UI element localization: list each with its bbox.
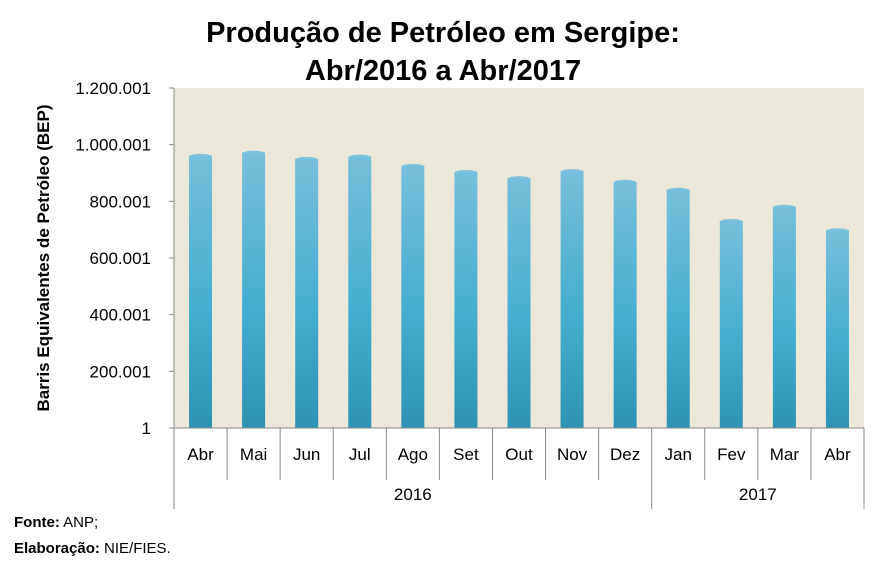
x-tick-label: Abr	[824, 445, 851, 464]
x-tick-label: Dez	[610, 445, 640, 464]
x-tick-label: Mai	[240, 445, 267, 464]
bar	[772, 206, 796, 428]
chart-title: Produção de Petróleo em Sergipe: Abr/201…	[0, 14, 886, 90]
bar	[242, 152, 266, 428]
y-tick-label: 1	[142, 419, 151, 438]
x-tick-label: Jul	[349, 445, 371, 464]
x-tick-label: Nov	[557, 445, 588, 464]
chart-title-line2: Abr/2016 a Abr/2017	[304, 55, 582, 87]
bar	[825, 230, 849, 428]
x-axis: Abr Mai Jun Jul Ago Set Out Nov Dez Jan Fev Mar Abr 2…	[173, 427, 865, 509]
y-axis: 1 200.001 400.001 600.001 800.001 1.000.001 1.…	[75, 79, 175, 438]
x-tick-label: Mar	[770, 445, 800, 464]
source-value: ANP;	[63, 514, 99, 531]
elaboration-label: Elaboração:	[14, 540, 100, 557]
bar	[719, 220, 743, 428]
bar-cap	[295, 156, 319, 163]
bar-cap	[348, 154, 372, 161]
bar-cap	[454, 169, 478, 176]
chart-title-line1: Produção de Petróleo em Sergipe:	[206, 17, 680, 49]
bar-cap	[613, 179, 637, 186]
bar	[401, 165, 425, 429]
bar-cap	[189, 153, 213, 160]
bar-cap	[772, 204, 796, 211]
bar	[560, 171, 584, 428]
bar-cap	[666, 187, 690, 194]
bar-cap	[401, 163, 425, 170]
x-tick-label: Set	[453, 445, 479, 464]
bar	[189, 155, 213, 428]
bar	[348, 156, 372, 428]
bar	[613, 181, 637, 428]
y-tick-label: 400.001	[90, 306, 151, 325]
y-tick-label: 1.200.001	[75, 79, 151, 98]
y-tick-label: 600.001	[90, 249, 151, 268]
bar-cap	[719, 218, 743, 225]
x-group-label: 2017	[739, 485, 777, 504]
x-tick-label: Abr	[187, 445, 214, 464]
x-group-label: 2016	[394, 485, 432, 504]
bar	[454, 171, 478, 428]
bar-cap	[825, 228, 849, 235]
y-tick-label: 1.000.001	[75, 136, 151, 155]
bar	[666, 189, 690, 428]
y-tick-label: 800.001	[90, 192, 151, 211]
bars	[189, 150, 849, 429]
bar-cap	[560, 169, 584, 176]
x-tick-label: Out	[505, 445, 533, 464]
x-tick-label: Fev	[717, 445, 746, 464]
bar-cap	[242, 150, 266, 157]
y-tick-label: 200.001	[90, 362, 151, 381]
bar	[295, 158, 319, 428]
x-tick-label: Jan	[665, 445, 692, 464]
elaboration-note: Elaboração: NIE/FIES.	[14, 540, 171, 557]
elaboration-value: NIE/FIES.	[104, 540, 171, 557]
x-tick-label: Jun	[293, 445, 320, 464]
bar	[507, 178, 531, 428]
source-label: Fonte:	[14, 514, 60, 531]
source-note: Fonte: ANP;	[14, 514, 98, 531]
x-tick-label: Ago	[398, 445, 428, 464]
bar-cap	[507, 176, 531, 183]
